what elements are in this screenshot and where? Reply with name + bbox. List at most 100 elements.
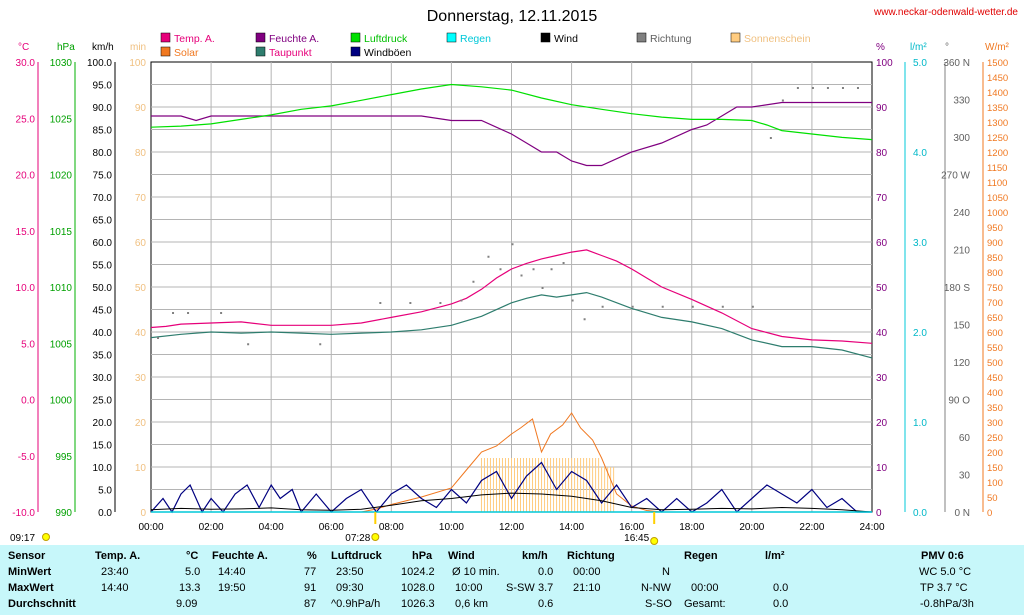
row-max-press-val: 1028.0 xyxy=(401,582,435,594)
hdr-sensor: Sensor xyxy=(8,550,46,562)
row-min-press-val: 1024.2 xyxy=(401,566,435,578)
sun-tick-label: 100 xyxy=(129,58,146,69)
x-tick-label: 14:00 xyxy=(559,522,584,533)
temp-tick-label: 20.0 xyxy=(16,171,36,182)
wind-tick-label: 10.0 xyxy=(93,463,113,474)
legend-swatch xyxy=(160,32,171,43)
summary-table: Sensor Temp. A. °C Feuchte A. % Luftdruc… xyxy=(0,545,1024,615)
row-max-wind-val: 3.7 xyxy=(538,582,554,594)
sun-tick-label: 20 xyxy=(135,418,147,429)
solar-tick-label: 1350 xyxy=(987,103,1008,114)
row-max-rain-time: 00:00 xyxy=(691,582,719,594)
hdr-rain-unit: l/m² xyxy=(765,550,785,562)
direction-point xyxy=(532,268,535,271)
axis-unit-label: % xyxy=(876,42,885,53)
legend-swatch xyxy=(540,32,551,43)
humidity-tick-label: 40 xyxy=(876,328,888,339)
solar-tick-label: 1300 xyxy=(987,118,1008,129)
row-min-dir-val: N xyxy=(662,566,670,578)
x-tick-label: 10:00 xyxy=(439,522,464,533)
solar-tick-label: 1250 xyxy=(987,133,1008,144)
moon-icon xyxy=(42,533,50,541)
row-avg-rain-val: 0.0 xyxy=(773,598,789,610)
direction-tick-label: 210 xyxy=(953,246,970,257)
pressure-line xyxy=(150,83,873,141)
wind-line xyxy=(150,492,873,513)
rain-tick-label: 2.0 xyxy=(913,328,927,339)
x-tick-label: 02:00 xyxy=(199,522,224,533)
x-tick-label: 16:00 xyxy=(619,522,644,533)
wind-tick-label: 50.0 xyxy=(93,283,113,294)
legend-label: Taupunkt xyxy=(269,47,312,59)
row-avg-pmv: -0.8hPa/3h xyxy=(920,598,974,610)
dewpoint-line xyxy=(150,291,873,359)
solar-tick-label: 1050 xyxy=(987,193,1008,204)
pressure-tick-label: 990 xyxy=(55,508,72,519)
sunrise-time: 07:28 xyxy=(345,533,370,544)
humidity-tick-label: 90 xyxy=(876,103,888,114)
temp-tick-label: 30.0 xyxy=(16,58,36,69)
humidity-tick-label: 10 xyxy=(876,463,888,474)
direction-point xyxy=(562,262,565,264)
pressure-tick-label: 1020 xyxy=(50,171,73,182)
chart-legend: Temp. A. Feuchte A. Luftdruck Regen Wind Rich… xyxy=(160,32,811,59)
solar-tick-label: 800 xyxy=(987,268,1003,279)
legend-swatch xyxy=(160,46,171,57)
solar-tick-label: 1500 xyxy=(987,58,1008,69)
wind-tick-label: 25.0 xyxy=(93,396,113,407)
pressure-tick-label: 1030 xyxy=(50,58,73,69)
direction-tick-label: 360 N xyxy=(943,58,970,69)
solar-tick-label: 850 xyxy=(987,253,1003,264)
temp-tick-label: 10.0 xyxy=(16,283,36,294)
wind-tick-label: 30.0 xyxy=(93,373,113,384)
site-url: www.neckar-odenwald-wetter.de xyxy=(873,7,1018,18)
row-max-dir-val: N-NW xyxy=(641,582,671,594)
solar-tick-label: 100 xyxy=(987,478,1003,489)
x-tick-label: 24:00 xyxy=(859,522,884,533)
direction-point xyxy=(550,268,553,271)
axis-unit-label: W/m² xyxy=(985,42,1010,53)
direction-tick-label: 330 xyxy=(953,96,970,107)
solar-tick-label: 1000 xyxy=(987,208,1008,219)
humidity-tick-label: 80 xyxy=(876,148,888,159)
sun-tick-label: 90 xyxy=(135,103,147,114)
legend-swatch xyxy=(446,32,457,43)
x-tick-label: 06:00 xyxy=(319,522,344,533)
legend-label: Regen xyxy=(460,33,491,45)
temp-tick-label: -5.0 xyxy=(18,452,36,463)
solar-tick-label: 600 xyxy=(987,328,1003,339)
row-min-pmv: WC 5.0 °C xyxy=(919,566,972,578)
direction-point xyxy=(691,305,694,308)
sun-tick-label: 40 xyxy=(135,328,147,339)
row-max-temp-val: 13.3 xyxy=(179,582,201,594)
axis-unit-label: l/m² xyxy=(910,42,927,53)
humidity-line xyxy=(151,101,872,167)
row-avg-wind-time: 0,6 km xyxy=(455,598,489,610)
hdr-press-unit: hPa xyxy=(412,550,433,562)
legend-swatch xyxy=(730,32,741,43)
solar-tick-label: 1150 xyxy=(987,163,1007,174)
x-tick-label: 22:00 xyxy=(799,522,824,533)
direction-point xyxy=(220,312,223,314)
legend-swatch xyxy=(350,32,361,43)
direction-point xyxy=(781,99,784,102)
direction-point xyxy=(541,287,544,289)
sun-tick-label: 60 xyxy=(135,238,147,249)
direction-point xyxy=(571,299,574,302)
temp-tick-label: 15.0 xyxy=(16,227,36,238)
hdr-hum: Feuchte A. xyxy=(212,550,268,562)
legend-label: Sonnenschein xyxy=(744,33,811,45)
solar-tick-label: 1450 xyxy=(987,73,1008,84)
axis-unit-label: km/h xyxy=(92,42,114,53)
solar-tick-label: 450 xyxy=(987,373,1003,384)
row-max-hum-val: 91 xyxy=(304,582,317,594)
wind-tick-label: 100.0 xyxy=(87,58,112,69)
direction-point xyxy=(841,87,844,89)
legend-swatch xyxy=(350,46,361,57)
legend-swatch xyxy=(255,46,266,57)
chart-title: Donnerstag, 12.11.2015 xyxy=(427,8,598,25)
row-max-hum-time: 19:50 xyxy=(218,582,246,594)
wind-tick-label: 55.0 xyxy=(93,261,113,272)
row-max-pmv: TP 3.7 °C xyxy=(920,582,968,594)
wind-tick-label: 90.0 xyxy=(93,103,113,114)
